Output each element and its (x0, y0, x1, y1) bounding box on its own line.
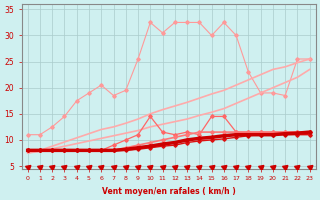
X-axis label: Vent moyen/en rafales ( km/h ): Vent moyen/en rafales ( km/h ) (102, 187, 236, 196)
